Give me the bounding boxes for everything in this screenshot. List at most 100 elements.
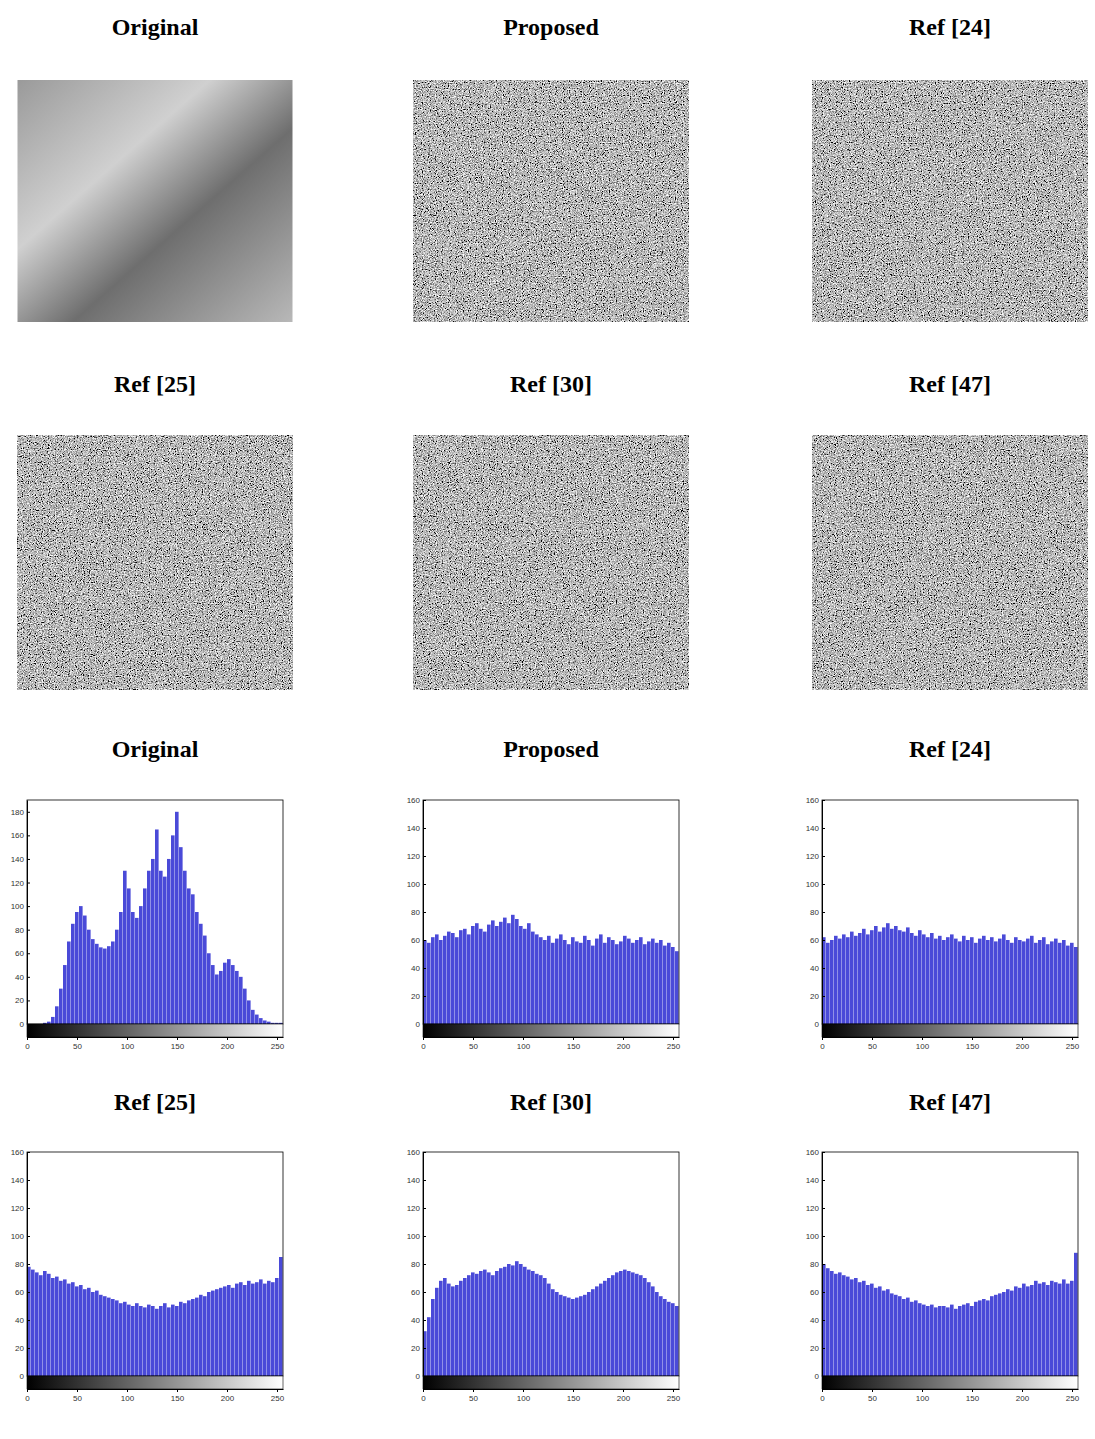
plot-frame	[27, 1152, 283, 1376]
histogram-bar	[63, 965, 67, 1024]
histogram-bar	[551, 1289, 555, 1376]
histogram-bar	[447, 932, 451, 1024]
tick-mark	[27, 1000, 30, 1001]
tick: 250	[271, 1037, 285, 1051]
tick-mark	[423, 1320, 426, 1321]
tick-label: 100	[806, 880, 820, 889]
histogram-bar	[91, 1292, 95, 1376]
histogram-bar	[511, 1265, 515, 1376]
histogram-bar	[1066, 1284, 1070, 1376]
histogram-bar	[159, 871, 163, 1024]
histogram-bar	[43, 1271, 47, 1376]
histogram-bar	[906, 927, 910, 1024]
histogram-bar	[59, 989, 63, 1024]
histogram-bar	[834, 936, 838, 1024]
histogram-bar	[475, 1274, 479, 1376]
tick-label: 80	[810, 1260, 819, 1269]
histogram-bar	[219, 1288, 223, 1376]
histogram-bar	[643, 944, 647, 1024]
tick-label: 50	[469, 1042, 478, 1051]
tick-mark	[423, 1208, 426, 1209]
histogram-bar	[934, 939, 938, 1024]
tick-label: 140	[11, 855, 25, 864]
histogram-bar	[838, 939, 842, 1024]
tick-mark	[77, 1389, 78, 1392]
tick-mark	[822, 856, 825, 857]
histogram-bar	[910, 933, 914, 1024]
histogram-bar	[471, 1272, 475, 1376]
tick-mark	[127, 1037, 128, 1040]
tick: 60	[15, 949, 30, 958]
image-panel	[18, 80, 293, 322]
histogram-bar	[627, 1271, 631, 1376]
histogram-bar	[846, 937, 850, 1024]
histogram-bar	[599, 934, 603, 1024]
histogram-bar	[67, 941, 71, 1024]
histogram-bar	[51, 1278, 55, 1376]
tick: 40	[810, 1316, 825, 1325]
tick-mark	[423, 912, 426, 913]
histogram-bar	[171, 835, 175, 1024]
histogram-bar	[231, 965, 235, 1024]
tick-mark	[423, 1037, 424, 1040]
tick-mark	[27, 1348, 30, 1349]
tick: 100	[916, 1389, 930, 1403]
tick: 120	[407, 1204, 426, 1213]
tick: 50	[868, 1037, 877, 1051]
histogram-bar	[227, 1285, 231, 1376]
tick-label: 200	[617, 1394, 631, 1403]
tick-mark	[423, 940, 426, 941]
histogram-bar	[111, 941, 115, 1024]
histogram-bar	[455, 1285, 459, 1376]
histogram-bar	[63, 1279, 67, 1376]
tick: 0	[25, 1037, 30, 1051]
histogram-bar	[639, 1275, 643, 1376]
tick: 250	[271, 1389, 285, 1403]
histogram-bar	[555, 939, 559, 1024]
x-axis: 050100150200250	[820, 1389, 1079, 1403]
tick: 80	[15, 1260, 30, 1269]
tick: 140	[806, 824, 825, 833]
tick-label: 0	[820, 1394, 825, 1403]
tick: 0	[20, 1020, 30, 1029]
histogram-bar	[671, 1303, 675, 1376]
tick-label: 200	[1016, 1394, 1030, 1403]
histogram-bar	[255, 1015, 259, 1024]
tick: 60	[411, 1288, 426, 1297]
histogram-bar	[623, 1270, 627, 1376]
tick-mark	[27, 859, 30, 860]
histogram-bar	[247, 1281, 251, 1376]
tick-label: 200	[221, 1042, 235, 1051]
histogram-bar	[71, 924, 75, 1024]
histogram-bar	[982, 1299, 986, 1376]
histogram-bar	[167, 1307, 171, 1376]
tick: 50	[868, 1389, 877, 1403]
tick-mark	[423, 1152, 426, 1153]
tick: 20	[15, 1344, 30, 1353]
tick-label: 250	[271, 1394, 285, 1403]
tick: 150	[567, 1389, 581, 1403]
histogram-bar	[443, 1278, 447, 1376]
histogram-bar	[882, 927, 886, 1024]
histogram-bar	[547, 936, 551, 1024]
histogram-bar	[890, 929, 894, 1024]
histogram-bar	[651, 939, 655, 1024]
histogram-bar	[902, 1299, 906, 1376]
histogram-bar	[902, 932, 906, 1024]
tick: 100	[121, 1389, 135, 1403]
histogram-bar	[974, 1302, 978, 1376]
bars	[822, 923, 1078, 1024]
histogram-bar	[571, 1299, 575, 1376]
tick-mark	[27, 977, 30, 978]
histogram-bar	[59, 1281, 63, 1376]
histogram-bar	[1042, 937, 1046, 1024]
chart-title: Proposed	[503, 736, 599, 762]
y-axis: 020406080100120140160	[806, 1148, 825, 1381]
tick: 160	[407, 796, 426, 805]
histogram-bar	[215, 974, 219, 1024]
histogram-bar	[435, 1288, 439, 1376]
histogram-bar	[455, 937, 459, 1024]
histogram-bar	[1038, 940, 1042, 1024]
histogram-bar	[71, 1282, 75, 1376]
tick-mark	[27, 883, 30, 884]
